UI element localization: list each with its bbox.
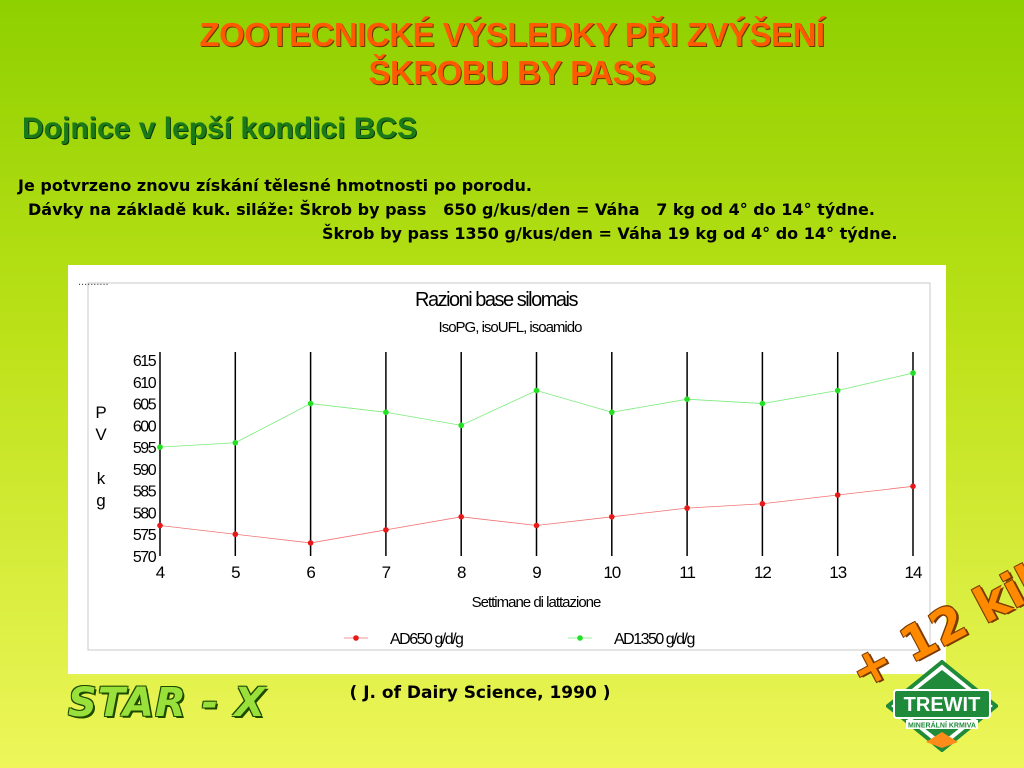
y-tick-label-575: 575: [133, 527, 157, 544]
series-0-point-10: [609, 514, 615, 520]
series-0-point-4: [157, 522, 163, 529]
legend-marker-1: [577, 635, 583, 641]
x-tick-label-9: 9: [532, 563, 541, 582]
series-0-point-12: [759, 500, 766, 507]
series-1-point-8: [458, 422, 465, 429]
series-0-point-5: [232, 531, 239, 538]
x-tick-label-4: 4: [156, 563, 165, 582]
series-0-point-11: [684, 505, 690, 511]
x-tick-label-6: 6: [306, 563, 315, 582]
series-1-point-9: [533, 387, 540, 394]
chart-subtitle: IsoPG, isoUFL, isoamido: [439, 319, 583, 336]
series-1-point-13: [834, 387, 841, 394]
line-chart: .......... Razioni base silomais IsoPG, is…: [78, 276, 931, 651]
trewit-logo: TREWIT MINERÁLNÍ KRMIVA: [886, 660, 998, 752]
page-title: ZOOTECNICKÉ VÝSLEDKY PŘI ZVÝŠENÍ ŠKROBU …: [0, 16, 1024, 92]
y-tick-label-585: 585: [133, 484, 157, 501]
page-subtitle: Dojnice v lepší kondici BCS: [22, 112, 418, 145]
chart-panel: .......... Razioni base silomais IsoPG, is…: [68, 265, 946, 674]
series-0-point-8: [458, 514, 465, 520]
series-0-point-6: [307, 540, 314, 546]
y-tick-label-595: 595: [133, 440, 157, 457]
plot-border: [87, 282, 931, 651]
legend-label-1: AD1350 g/d/g: [614, 631, 694, 648]
brand-logo-star-x: STAR - X: [68, 680, 267, 726]
citation: ( J. of Dairy Science, 1990 ): [349, 683, 611, 703]
legend-label-0: AD650 g/d/g: [390, 631, 463, 648]
chart-marker: ..........: [78, 276, 109, 288]
y-axis-label-letter-3: k: [97, 469, 106, 488]
info-line-2: Dávky na základě kuk. siláže: Škrob by p…: [28, 200, 875, 219]
series-1-point-5: [232, 439, 239, 446]
x-tick-label-7: 7: [382, 563, 391, 582]
y-axis-label-letter-0: P: [95, 403, 106, 422]
x-tick-label-10: 10: [603, 563, 620, 582]
series-0-point-9: [533, 522, 540, 529]
title-line-2: ŠKROBU BY PASS: [368, 54, 656, 91]
x-tick-label-11: 11: [679, 563, 695, 582]
x-axis-label: Settimane di lattazione: [472, 594, 601, 611]
series-0-point-7: [383, 527, 389, 533]
y-tick-label-580: 580: [133, 505, 157, 522]
y-tick-label-590: 590: [133, 462, 157, 479]
logo-name: TREWIT: [904, 694, 981, 716]
x-tick-label-5: 5: [231, 563, 240, 582]
series-1-point-6: [307, 400, 314, 407]
x-tick-label-14: 14: [905, 563, 922, 582]
x-tick-label-13: 13: [829, 563, 846, 582]
series-0-point-13: [834, 492, 841, 498]
y-tick-label-605: 605: [133, 397, 157, 414]
logo-tagline: MINERÁLNÍ KRMIVA: [908, 721, 976, 730]
x-tick-label-12: 12: [754, 563, 771, 582]
y-tick-label-615: 615: [133, 353, 157, 370]
info-line-3: Škrob by pass 1350 g/kus/den = Váha 19 k…: [322, 224, 898, 243]
y-axis-label-letter-1: V: [95, 425, 107, 444]
title-line-1: ZOOTECNICKÉ VÝSLEDKY PŘI ZVÝŠENÍ: [199, 16, 825, 53]
series-1-point-12: [759, 400, 766, 407]
info-line-1: Je potvrzeno znovu získání tělesné hmotn…: [18, 176, 532, 195]
series-1-point-14: [910, 370, 916, 376]
series-1-point-11: [684, 396, 690, 402]
y-tick-label-610: 610: [133, 375, 157, 392]
legend-marker-0: [353, 635, 359, 641]
x-tick-label-8: 8: [457, 563, 466, 582]
y-tick-label-600: 600: [133, 418, 157, 435]
series-1-point-10: [609, 409, 615, 416]
y-tick-label-570: 570: [133, 549, 157, 566]
series-1-point-4: [157, 444, 163, 450]
y-axis-label-letter-4: g: [96, 491, 105, 510]
series-0-point-14: [910, 483, 916, 490]
chart-title: Razioni base silomais: [415, 289, 578, 311]
series-1-point-7: [383, 409, 389, 416]
